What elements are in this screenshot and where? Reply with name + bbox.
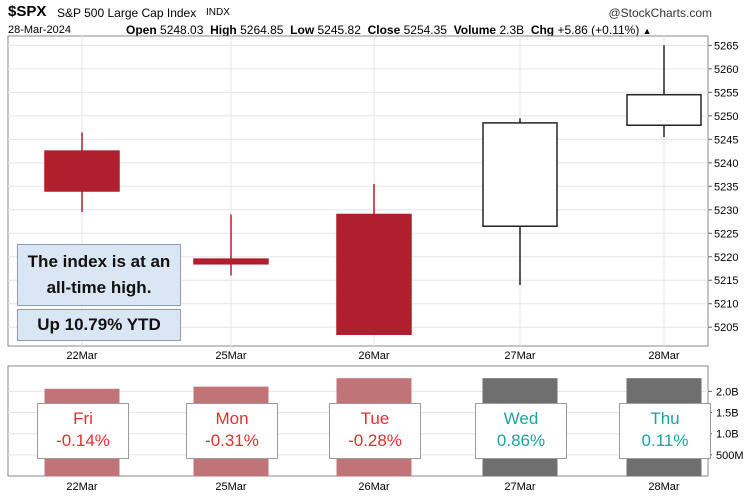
ohlc-stats: Open 5248.03 High 5264.85 Low 5245.82 Cl…: [126, 23, 652, 37]
index-name: S&P 500 Large Cap Index: [57, 6, 197, 20]
day-name: Wed: [503, 409, 539, 428]
price-x-label: 28Mar: [648, 350, 680, 362]
candle-body: [44, 150, 120, 192]
price-tick-label: 5265: [714, 40, 738, 52]
price-x-label: 22Mar: [66, 350, 98, 362]
volume-x-label: 27Mar: [504, 481, 536, 493]
all-time-high-note: The index is at an all-time high.: [17, 244, 181, 306]
volume-x-label: 26Mar: [358, 481, 390, 493]
open-label: Open: [126, 23, 157, 37]
brand-label: @StockCharts.com: [608, 6, 712, 20]
chg-value: +5.86 (+0.11%): [557, 23, 640, 37]
price-x-label: 26Mar: [358, 350, 390, 362]
symbol-label: $SPX: [8, 3, 47, 20]
high-value: 5264.85: [240, 23, 284, 37]
volume-tick-label: 1.0B: [716, 429, 739, 441]
candle-body: [336, 213, 412, 336]
price-x-label: 27Mar: [504, 350, 536, 362]
price-tick-label: 5260: [714, 64, 738, 76]
price-tick-label: 5245: [714, 134, 738, 146]
candle-body: [626, 93, 702, 126]
price-tick-label: 5220: [714, 252, 738, 264]
day-name: Fri: [73, 409, 93, 428]
day-pct-change: -0.28%: [348, 431, 402, 450]
day-name: Thu: [650, 409, 680, 428]
volume-label: Volume: [453, 23, 497, 37]
daily-change-box: Mon -0.31%: [186, 403, 278, 459]
daily-change-box: Wed 0.86%: [475, 403, 567, 459]
daily-change-box: Thu 0.11%: [619, 403, 711, 459]
day-pct-change: -0.31%: [205, 431, 259, 450]
price-tick-label: 5255: [714, 87, 738, 99]
volume-value: 2.3B: [499, 23, 525, 37]
index-type: INDX: [206, 7, 230, 18]
day-pct-change: 0.11%: [641, 431, 689, 450]
volume-tick-label: 2.0B: [716, 386, 739, 398]
up-arrow-icon: ▲: [642, 26, 652, 36]
volume-x-label: 25Mar: [215, 481, 247, 493]
price-tick-label: 5250: [714, 111, 738, 123]
volume-x-label: 28Mar: [648, 481, 680, 493]
low-value: 5245.82: [317, 23, 361, 37]
price-tick-label: 5235: [714, 181, 738, 193]
date-label: 28-Mar-2024: [8, 24, 71, 36]
price-x-label: 25Mar: [215, 350, 247, 362]
price-tick-label: 5240: [714, 158, 738, 170]
price-tick-label: 5205: [714, 322, 738, 334]
day-pct-change: -0.14%: [56, 431, 110, 450]
price-tick-label: 5230: [714, 205, 738, 217]
volume-tick-label: 1.5B: [716, 408, 739, 420]
high-label: High: [210, 23, 237, 37]
day-name: Tue: [360, 409, 390, 428]
price-tick-label: 5225: [714, 228, 738, 240]
day-pct-change: 0.86%: [496, 431, 546, 450]
candle-body: [193, 258, 269, 265]
volume-x-label: 22Mar: [66, 481, 98, 493]
chg-label: Chg: [530, 23, 555, 37]
close-value: 5254.35: [403, 23, 447, 37]
day-name: Mon: [215, 409, 249, 428]
daily-change-box: Tue -0.28%: [329, 403, 421, 459]
price-tick-label: 5215: [714, 275, 738, 287]
ytd-note: Up 10.79% YTD: [17, 309, 181, 341]
low-label: Low: [290, 23, 315, 37]
open-value: 5248.03: [160, 23, 204, 37]
volume-tick-label: 500M: [716, 450, 744, 462]
candle-body: [482, 122, 558, 227]
daily-change-box: Fri -0.14%: [37, 403, 129, 459]
close-label: Close: [367, 23, 401, 37]
price-tick-label: 5210: [714, 299, 738, 311]
